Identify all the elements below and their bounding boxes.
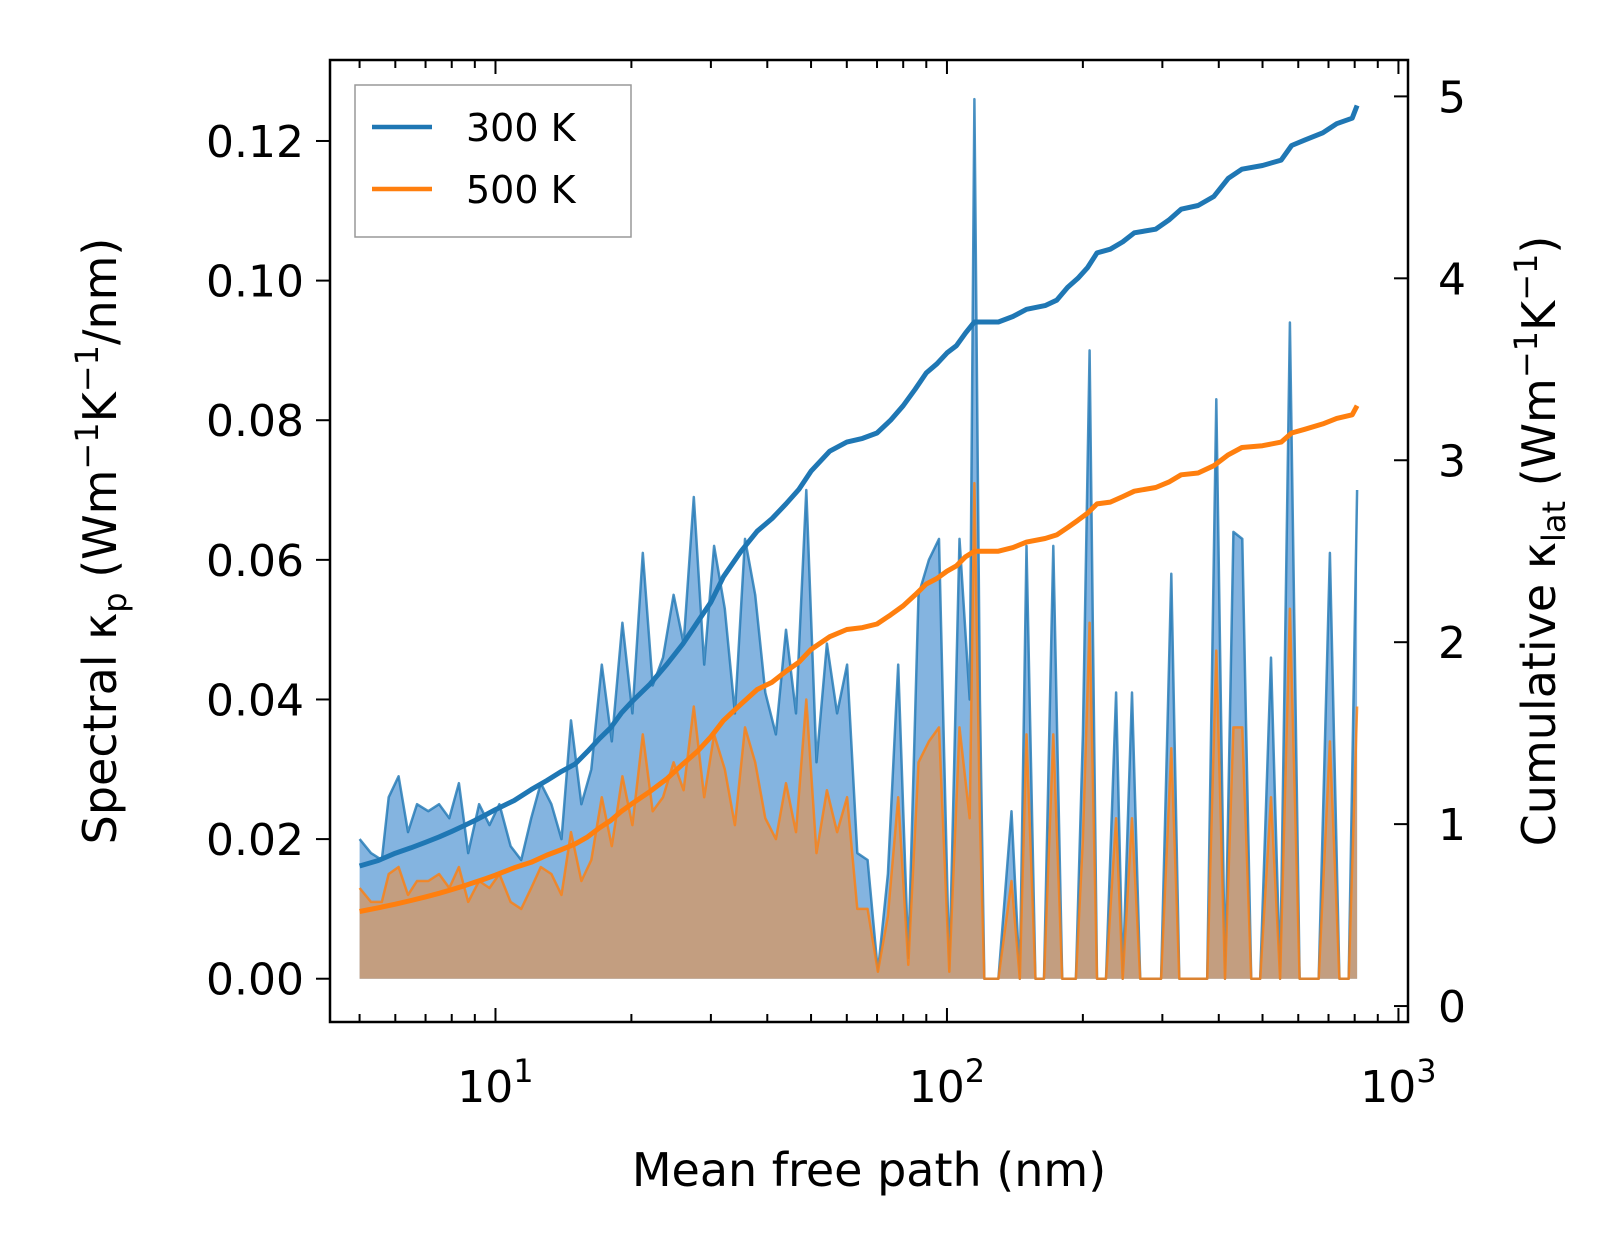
y-tick-label-2: 0.04: [206, 675, 304, 726]
cumulative-line-500k: [359, 404, 1360, 914]
spectral-line-500k: [358, 481, 1359, 980]
y-axis-title-end: /nm): [73, 238, 127, 345]
x-tick-exp-2: 3: [1416, 1052, 1436, 1090]
cumulative-line-300k: [358, 104, 1360, 869]
y2-tick-label-3: 3: [1438, 436, 1466, 487]
y2-tick-label-2: 2: [1438, 618, 1466, 669]
y2-axis-title: Cumulative κlat (Wm−1K−1): [1507, 236, 1573, 847]
x-tick-label-0: 101: [457, 1052, 533, 1113]
y-axis-title-main: Spectral κ: [73, 613, 127, 845]
y-axis-title-unit-k: K: [73, 390, 127, 422]
cumulative-layer: [358, 104, 1360, 914]
y-tick-label-4: 0.08: [206, 396, 304, 447]
y2-axis-title-unit: (Wm: [1512, 378, 1566, 501]
x-tick-base-2: 10: [1360, 1062, 1416, 1113]
legend-frame: [354, 84, 632, 238]
y-tick-label-5: 0.10: [206, 257, 304, 308]
x-tick-exp-1: 2: [965, 1052, 985, 1090]
y-tick-label-0: 0.00: [206, 955, 304, 1006]
x-tick-label-2: 103: [1360, 1052, 1436, 1113]
x-tick-label-1: 102: [909, 1052, 985, 1113]
y2-axis-title-sup1: −1: [1507, 331, 1545, 378]
x-tick-base-1: 10: [909, 1062, 965, 1113]
y2-tick-label-0: 0: [1438, 982, 1466, 1033]
y-axis-title-sup1: −1: [68, 422, 106, 469]
y2-axis-title-main: Cumulative κ: [1512, 542, 1566, 846]
spectral-fill-500k: [359, 483, 1358, 979]
spectral-layer: [358, 97, 1359, 980]
x-tick-exp-0: 1: [513, 1052, 533, 1090]
y-tick-label-1: 0.02: [206, 815, 304, 866]
y-axis-title-sup2: −1: [68, 345, 106, 392]
legend-label-500k: 500 K: [466, 168, 577, 212]
legend: 300 K 500 K: [354, 84, 632, 238]
y-axis-left: 0.00 0.02 0.04 0.06 0.08 0.10 0.12: [206, 117, 330, 1006]
y2-tick-label-1: 1: [1438, 800, 1466, 851]
y-axis-right: 0 1 2 3 4 5: [1394, 72, 1466, 1033]
legend-label-300k: 300 K: [466, 106, 577, 150]
y2-axis-title-sub: lat: [1535, 501, 1573, 542]
y-axis-title: Spectral κp (Wm−1K−1/nm): [68, 238, 134, 845]
y2-axis-title-unit-k: K: [1512, 299, 1566, 331]
x-tick-base-0: 10: [457, 1062, 513, 1113]
y2-axis-title-end: ): [1512, 236, 1566, 254]
y-axis-title-sub: p: [96, 592, 134, 612]
plot-frame: [328, 58, 1410, 1024]
y2-tick-label-5: 5: [1438, 72, 1466, 123]
y-tick-label-3: 0.06: [206, 536, 304, 587]
y2-tick-label-4: 4: [1438, 254, 1466, 305]
y-tick-label-6: 0.12: [206, 117, 304, 168]
y-axis-title-unit: (Wm: [73, 470, 127, 593]
x-axis-title: Mean free path (nm): [632, 1143, 1106, 1197]
y2-axis-title-sup2: −1: [1507, 254, 1545, 301]
x-axis: 101 102 103: [358, 60, 1437, 1113]
spectral-fill-300k: [359, 99, 1358, 979]
